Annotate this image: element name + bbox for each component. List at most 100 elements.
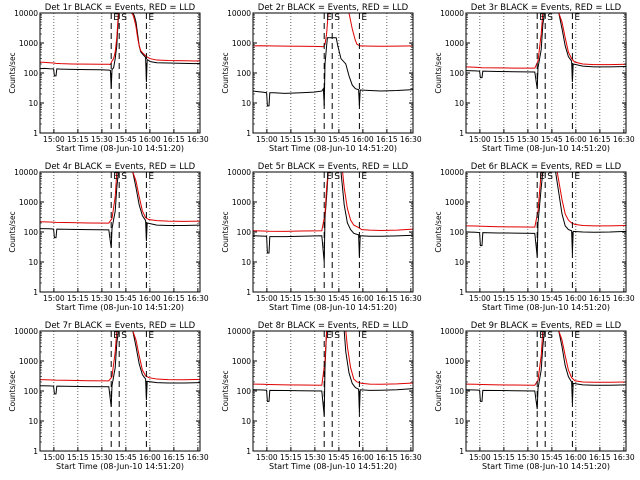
panel-title: Det 8r BLACK = Events, RED = LLD bbox=[258, 321, 409, 331]
axes-frame bbox=[252, 12, 414, 134]
x-tick-label: 15:15 bbox=[280, 294, 302, 303]
marker-label: E bbox=[361, 331, 367, 341]
y-tick-label: 1000 bbox=[232, 39, 251, 48]
marker-label: S bbox=[121, 172, 127, 182]
events-series-line bbox=[40, 13, 200, 89]
x-tick-label: 16:30 bbox=[187, 135, 209, 144]
x-tick-label: 16:15 bbox=[163, 453, 185, 462]
marker-label: E bbox=[574, 172, 580, 182]
lld-series-line bbox=[466, 331, 626, 386]
y-tick-label: 100 bbox=[24, 69, 39, 78]
y-tick-label: 10 bbox=[28, 99, 38, 108]
y-axis-label: Counts/sec bbox=[8, 211, 17, 252]
axes-frame bbox=[39, 171, 201, 293]
y-tick-label: 1000 bbox=[19, 39, 38, 48]
x-axis-label: Start Time (08-Jun-10 14:51:20) bbox=[482, 303, 610, 312]
x-tick-label: 15:15 bbox=[280, 135, 302, 144]
y-tick-label: 100 bbox=[237, 387, 252, 396]
panel-title: Det 1r BLACK = Events, RED = LLD bbox=[45, 3, 196, 13]
x-tick-label: 16:00 bbox=[352, 294, 374, 303]
y-tick-label: 1000 bbox=[445, 357, 464, 366]
x-tick-label: 16:00 bbox=[565, 135, 587, 144]
x-tick-label: 15:30 bbox=[517, 135, 539, 144]
y-tick-label: 10 bbox=[241, 99, 251, 108]
lld-series-line bbox=[466, 13, 626, 69]
plot-area bbox=[40, 331, 200, 407]
x-tick-label: 16:15 bbox=[376, 135, 398, 144]
y-tick-label: 1 bbox=[459, 447, 464, 456]
x-tick-label: 15:00 bbox=[43, 294, 65, 303]
panel-title: Det 6r BLACK = Events, RED = LLD bbox=[471, 162, 622, 172]
plot-area bbox=[40, 13, 200, 89]
marker-label: E bbox=[539, 13, 545, 23]
x-tick-label: 15:45 bbox=[541, 135, 563, 144]
marker-label: S bbox=[334, 331, 340, 341]
lld-series-line bbox=[40, 13, 200, 65]
y-tick-label: 1 bbox=[33, 447, 38, 456]
y-tick-label: 100 bbox=[450, 387, 465, 396]
x-tick-label: 15:45 bbox=[115, 453, 137, 462]
y-tick-label: 10000 bbox=[440, 168, 464, 177]
marker-label: S bbox=[334, 172, 340, 182]
x-tick-label: 15:00 bbox=[43, 135, 65, 144]
marker-label: S bbox=[334, 13, 340, 23]
plot-area bbox=[466, 13, 626, 89]
x-tick-label: 15:15 bbox=[493, 294, 515, 303]
x-axis-label: Start Time (08-Jun-10 14:51:20) bbox=[269, 303, 397, 312]
axes-frame bbox=[39, 12, 201, 134]
x-tick-label: 15:30 bbox=[304, 294, 326, 303]
x-tick-label: 16:30 bbox=[187, 294, 209, 303]
panel-title: Det 9r BLACK = Events, RED = LLD bbox=[471, 321, 622, 331]
events-series-line bbox=[253, 331, 413, 416]
plot-area bbox=[466, 331, 626, 410]
plot-area bbox=[253, 13, 413, 107]
y-tick-label: 1 bbox=[33, 129, 38, 138]
y-tick-label: 10000 bbox=[14, 168, 38, 177]
lld-series-line bbox=[40, 172, 200, 224]
marker-label: E bbox=[148, 331, 154, 341]
y-tick-label: 10 bbox=[28, 258, 38, 267]
x-tick-label: 16:00 bbox=[565, 294, 587, 303]
marker-label: E bbox=[574, 13, 580, 23]
y-axis-label: Counts/sec bbox=[8, 370, 17, 411]
y-tick-label: 100 bbox=[237, 69, 252, 78]
lld-series-line bbox=[40, 331, 200, 382]
marker-label: S bbox=[547, 13, 553, 23]
marker-label: E bbox=[539, 331, 545, 341]
x-tick-label: 15:30 bbox=[517, 294, 539, 303]
y-tick-label: 10 bbox=[454, 99, 464, 108]
marker-label: E bbox=[539, 172, 545, 182]
events-series-line bbox=[466, 172, 626, 257]
y-tick-label: 10 bbox=[454, 417, 464, 426]
y-tick-label: 1 bbox=[246, 288, 251, 297]
x-tick-label: 15:45 bbox=[541, 294, 563, 303]
marker-label: S bbox=[121, 331, 127, 341]
x-tick-label: 16:00 bbox=[352, 453, 374, 462]
marker-label: E bbox=[113, 331, 119, 341]
panel-title: Det 3r BLACK = Events, RED = LLD bbox=[471, 3, 622, 13]
y-tick-label: 100 bbox=[24, 387, 39, 396]
x-tick-label: 16:30 bbox=[613, 294, 635, 303]
plot-area bbox=[40, 172, 200, 248]
marker-label: E bbox=[361, 172, 367, 182]
y-tick-label: 1000 bbox=[445, 39, 464, 48]
x-tick-label: 16:30 bbox=[400, 453, 422, 462]
x-tick-label: 16:00 bbox=[139, 453, 161, 462]
marker-label: S bbox=[547, 331, 553, 341]
x-axis-label: Start Time (08-Jun-10 14:51:20) bbox=[56, 303, 184, 312]
panel-title: Det 5r BLACK = Events, RED = LLD bbox=[258, 162, 409, 172]
axes-frame bbox=[465, 12, 627, 134]
events-series-line bbox=[40, 331, 200, 407]
x-tick-label: 15:30 bbox=[91, 135, 113, 144]
y-tick-label: 10 bbox=[454, 258, 464, 267]
x-tick-label: 15:00 bbox=[256, 453, 278, 462]
events-series-line bbox=[40, 172, 200, 248]
x-tick-label: 15:00 bbox=[469, 294, 491, 303]
x-tick-label: 15:45 bbox=[115, 294, 137, 303]
y-axis-label: Counts/sec bbox=[221, 52, 230, 93]
events-series-line bbox=[466, 331, 626, 410]
marker-label: E bbox=[326, 13, 332, 23]
